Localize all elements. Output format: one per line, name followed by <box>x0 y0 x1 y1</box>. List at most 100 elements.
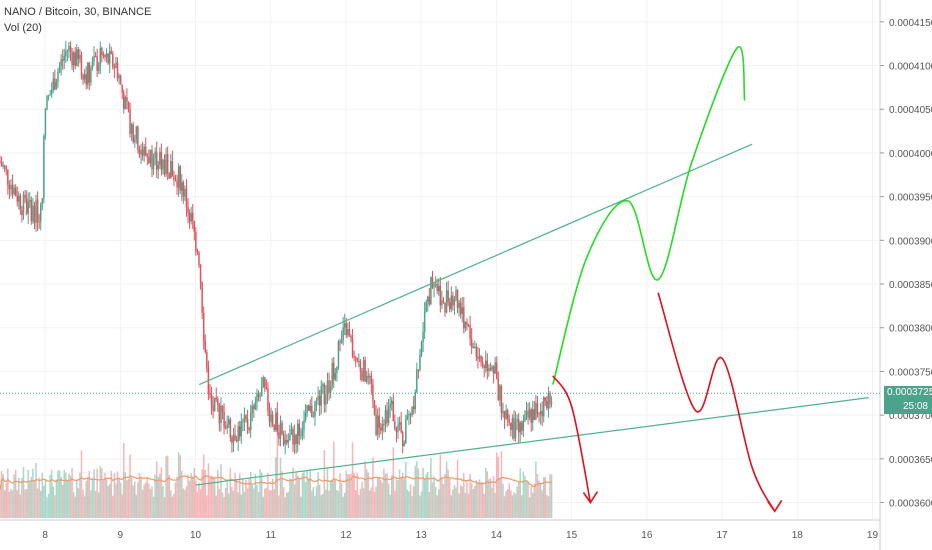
candle-up <box>494 362 496 374</box>
candle-down <box>102 54 105 56</box>
candle-up <box>254 402 257 410</box>
y-tick-label: 0.0003800 <box>889 324 932 335</box>
candle-up <box>397 424 399 433</box>
candle-up <box>403 443 406 447</box>
volume-bar-up <box>260 472 263 518</box>
volume-bar-up <box>300 496 302 518</box>
volume-bar-down <box>173 493 175 518</box>
volume-bar-up <box>279 457 282 518</box>
candle-down <box>113 67 116 69</box>
candle-up <box>27 201 29 214</box>
candle-down <box>168 173 170 179</box>
bar-countdown-badge: 25:08 <box>884 400 932 415</box>
candle-down <box>16 195 18 202</box>
y-tick-label: 0.0004100 <box>889 62 932 73</box>
candle-down <box>348 329 351 336</box>
candle-down <box>323 384 326 405</box>
candle-up <box>162 159 164 170</box>
candle-down <box>246 418 249 429</box>
volume-bar-down <box>112 495 114 518</box>
volume-bar-up <box>406 489 409 518</box>
candle-down <box>373 400 376 415</box>
candle-up <box>414 392 416 410</box>
candle-down <box>311 405 313 417</box>
volume-bar-down <box>221 492 224 518</box>
candle-down <box>392 400 395 422</box>
candle-down <box>495 362 498 380</box>
volume-bar-down <box>19 494 22 518</box>
volume-bar-down <box>513 492 515 518</box>
x-tick-label: 11 <box>266 530 277 541</box>
candle-up <box>10 184 12 190</box>
volume-bar-down <box>412 486 415 518</box>
volume-bar-up <box>86 476 89 518</box>
candle-down <box>8 184 11 190</box>
y-tick-label: 0.0003600 <box>889 499 932 510</box>
volume-bar-down <box>148 483 150 518</box>
volume-bar-up <box>66 480 69 518</box>
candle-down <box>155 151 158 170</box>
volume-bar-down <box>436 495 438 518</box>
candle-up <box>485 360 487 369</box>
volume-bar-up <box>220 464 222 518</box>
candle-up <box>190 212 192 222</box>
y-tick-label: 0.0004150 <box>889 18 932 29</box>
volume-bar-down <box>5 482 8 518</box>
candle-up <box>149 150 152 164</box>
candle-up <box>220 405 222 424</box>
volume-bar-up <box>535 461 537 518</box>
candle-down <box>401 431 404 447</box>
candle-down <box>33 205 36 223</box>
volume-bar-down <box>231 486 233 518</box>
candle-up <box>334 372 337 380</box>
volume-bar-up <box>437 489 440 518</box>
candle-down <box>533 409 536 420</box>
candle-up <box>86 63 89 85</box>
volume-bar-up <box>329 480 332 518</box>
volume-bar-down <box>126 480 128 518</box>
volume-bar-up <box>340 482 343 518</box>
volume-bar-down <box>168 475 170 518</box>
candle-up <box>539 410 542 415</box>
volume-bar-up <box>491 487 493 518</box>
candle-down <box>188 212 191 222</box>
volume-bar-down <box>533 483 536 518</box>
candle-up <box>152 157 155 170</box>
candle-up <box>63 56 65 61</box>
volume-bar-down <box>204 470 207 518</box>
volume-bar-down <box>497 456 500 518</box>
candle-up <box>99 47 102 66</box>
volume-bar-down <box>8 491 11 518</box>
candle-down <box>24 194 26 199</box>
candle-up <box>243 414 246 422</box>
volume-bar-down <box>212 476 214 518</box>
volume-bar-up <box>130 476 133 518</box>
candle-down <box>257 393 260 397</box>
volume-bar-up <box>50 469 53 518</box>
candle-down <box>234 434 236 441</box>
volume-bar-up <box>39 490 42 518</box>
volume-label: Vol (20) <box>4 22 42 34</box>
candle-up <box>455 290 457 299</box>
candle-down <box>107 53 109 64</box>
volume-bar-down <box>0 489 1 518</box>
volume-bar-down <box>110 470 113 518</box>
volume-bar-down <box>202 454 205 518</box>
candle-up <box>411 406 413 416</box>
volume-bar-down <box>121 494 123 518</box>
volume-bar-up <box>408 491 410 518</box>
candle-down <box>480 356 482 363</box>
candle-up <box>289 434 291 440</box>
volume-bar-down <box>224 487 227 518</box>
candle-up <box>66 50 69 52</box>
chart-legend: NANO / Bitcoin, 30, BINANCE Vol (20) <box>4 4 151 36</box>
volume-bar-up <box>296 475 299 518</box>
volume-bar-down <box>470 483 473 518</box>
volume-bar-up <box>90 490 92 518</box>
volume-bar-down <box>442 484 445 518</box>
candle-down <box>456 290 459 309</box>
candle-down <box>267 388 269 411</box>
candle-up <box>134 139 136 143</box>
volume-bar-up <box>170 490 172 518</box>
